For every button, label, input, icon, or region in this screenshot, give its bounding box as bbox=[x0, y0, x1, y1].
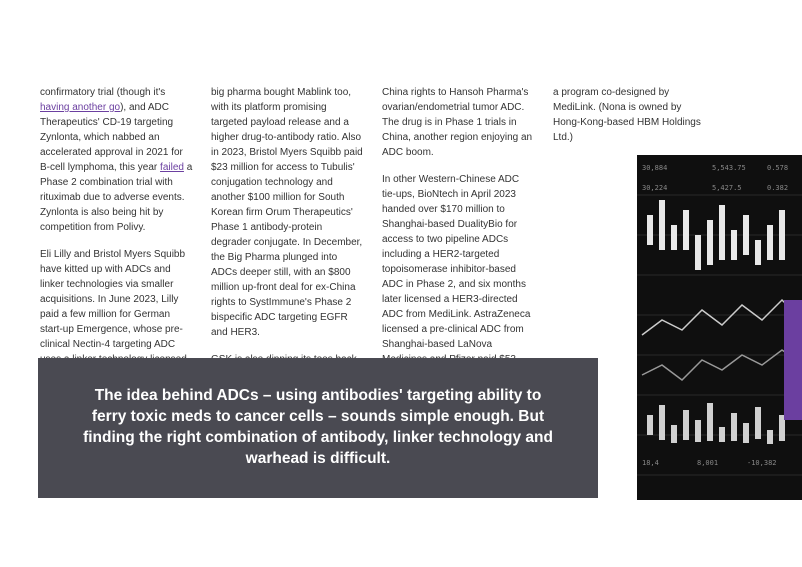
article-link[interactable]: having another go bbox=[40, 102, 120, 113]
svg-text:5,543.75: 5,543.75 bbox=[712, 164, 746, 172]
article-link[interactable]: failed bbox=[160, 162, 184, 173]
body-paragraph: China rights to Hansoh Pharma's ovarian/… bbox=[382, 85, 535, 160]
body-paragraph: confirmatory trial (though it's having a… bbox=[40, 85, 193, 235]
svg-text:8,001: 8,001 bbox=[697, 459, 718, 467]
svg-text:0.382: 0.382 bbox=[767, 184, 788, 192]
svg-text:30,884: 30,884 bbox=[642, 164, 667, 172]
svg-text:18,4: 18,4 bbox=[642, 459, 659, 467]
svg-text:5,427.5: 5,427.5 bbox=[712, 184, 742, 192]
purple-accent-bar bbox=[784, 300, 802, 420]
svg-text:30,224: 30,224 bbox=[642, 184, 667, 192]
stock-chart-image: 30,884 30,224 5,543.75 5,427.5 0.578 0.3… bbox=[637, 155, 802, 500]
body-paragraph: big pharma bought Mablink too, with its … bbox=[211, 85, 364, 340]
pull-quote-text: The idea behind ADCs – using antibodies'… bbox=[78, 386, 558, 470]
body-paragraph: a program co-designed by MediLink. (Nona… bbox=[553, 85, 706, 145]
svg-text:-10,382: -10,382 bbox=[747, 459, 777, 467]
pull-quote-box: The idea behind ADCs – using antibodies'… bbox=[38, 358, 598, 498]
svg-text:0.578: 0.578 bbox=[767, 164, 788, 172]
